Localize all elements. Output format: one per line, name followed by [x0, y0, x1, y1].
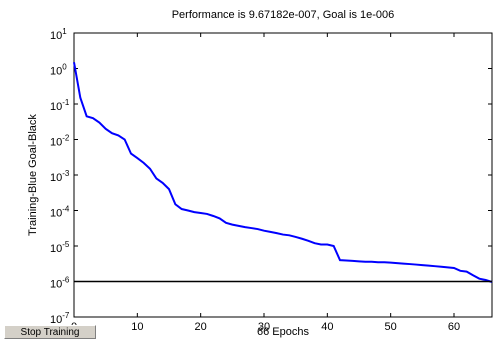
series-line	[73, 62, 493, 283]
y-tick-label: 10-6	[50, 276, 70, 291]
x-tick-label: 30	[258, 321, 270, 333]
x-tick-label: 40	[321, 321, 333, 333]
y-tick-label: 10-7	[50, 311, 70, 326]
x-tick-label: 60	[448, 321, 460, 333]
y-tick-label: 100	[50, 63, 67, 78]
y-tick-label: 10-3	[50, 169, 70, 184]
y-tick-label: 10-2	[50, 134, 70, 149]
y-tick-label: 101	[50, 27, 67, 42]
y-axis-label: Training-Blue Goal-Black	[27, 114, 39, 236]
x-tick-label: 10	[131, 321, 143, 333]
x-tick-label: 50	[385, 321, 397, 333]
x-tick-label: 20	[195, 321, 207, 333]
plot-area	[73, 32, 493, 318]
y-tick-label: 10-4	[50, 205, 70, 220]
chart-title: Performance is 9.67182e-007, Goal is 1e-…	[172, 9, 395, 21]
y-tick-label: 10-5	[50, 240, 70, 255]
y-tick-label: 10-1	[50, 98, 70, 113]
x-axis-label: 66 Epochs	[257, 326, 309, 338]
stop-training-button[interactable]: Stop Training	[4, 325, 96, 339]
